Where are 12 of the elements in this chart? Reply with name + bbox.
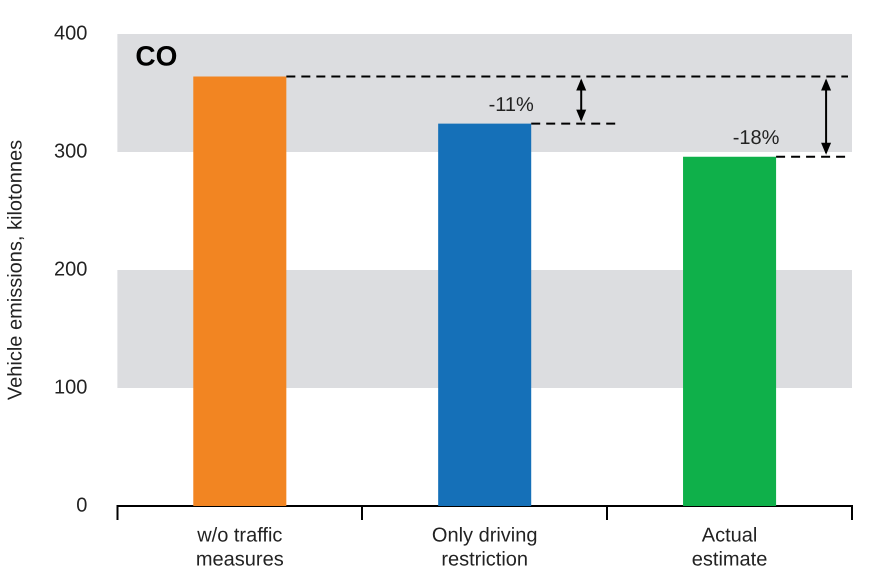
y-axis-title: Vehicle emissions, kilotonnes [4,140,27,400]
y-tick-label: 0 [76,494,88,517]
x-tick-label: Actual estimate [692,524,768,571]
y-tick-label: 300 [54,140,88,163]
annotation: -18% [732,127,780,150]
y-tick-label: 100 [54,376,88,399]
x-tick-label: Only driving restriction [432,524,538,571]
x-tick-label: w/o traffic measures [196,524,284,571]
annotation: -11% [488,94,534,116]
chart-title: CO [135,40,178,72]
y-tick-label: 200 [54,258,88,281]
y-tick-label: 400 [54,22,88,45]
